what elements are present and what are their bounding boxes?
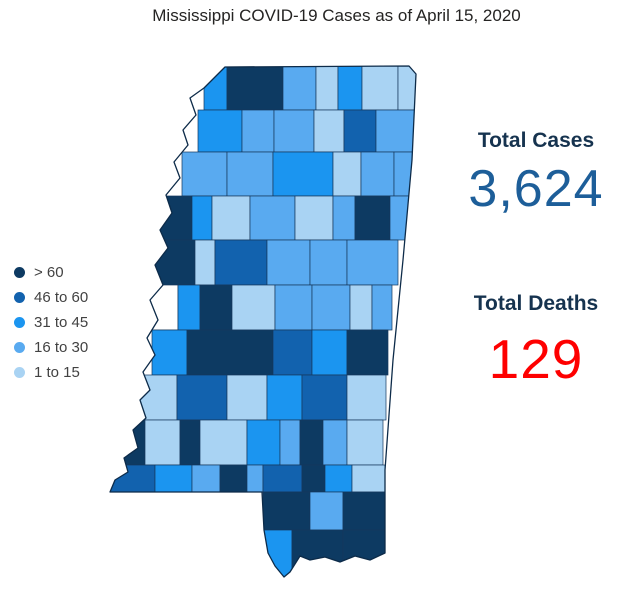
county-cell[interactable] — [349, 284, 373, 331]
page-title: Mississippi COVID-19 Cases as of April 1… — [152, 6, 521, 25]
legend-item-5[interactable]: 1 to 15 — [14, 363, 88, 381]
county-cell[interactable] — [309, 239, 348, 286]
legend-label: > 60 — [34, 263, 64, 281]
county-cell[interactable] — [246, 419, 281, 466]
legend-label: 16 to 30 — [34, 338, 89, 356]
county-cell[interactable] — [194, 239, 216, 286]
county-cell[interactable] — [311, 329, 348, 376]
county-cell[interactable] — [346, 419, 384, 466]
mississippi-choropleth-map[interactable] — [100, 58, 440, 588]
county-cell[interactable] — [279, 419, 301, 466]
county-cell[interactable] — [343, 109, 377, 153]
county-cell[interactable] — [272, 151, 334, 197]
county-cell[interactable] — [332, 151, 362, 197]
county-cell[interactable] — [301, 464, 326, 493]
county-cell[interactable] — [226, 374, 268, 421]
county-cell[interactable] — [309, 491, 344, 531]
county-cell[interactable] — [315, 66, 339, 111]
county-cell[interactable] — [181, 151, 228, 197]
legend-item-4[interactable]: 16 to 30 — [14, 338, 88, 356]
total-deaths-value: 129 — [488, 328, 584, 390]
county-cell[interactable] — [342, 491, 386, 531]
map-container — [100, 58, 440, 588]
total-deaths-label: Total Deaths — [473, 292, 599, 315]
county-cell[interactable] — [154, 464, 193, 493]
county-cell[interactable] — [332, 195, 356, 241]
county-cell[interactable] — [393, 151, 420, 197]
legend-label: 1 to 15 — [34, 363, 80, 381]
total-cases-label: Total Cases — [477, 129, 595, 152]
county-cell[interactable] — [144, 284, 179, 331]
county-cell[interactable] — [266, 374, 303, 421]
county-cell[interactable] — [199, 284, 233, 331]
state-outline — [109, 65, 417, 578]
legend: > 60 46 to 60 31 to 45 16 to 30 1 to 15 — [14, 263, 88, 388]
county-cell[interactable] — [299, 419, 324, 466]
legend-swatch-icon — [14, 366, 25, 378]
county-cell[interactable] — [226, 66, 284, 111]
county-cell[interactable] — [313, 109, 345, 153]
legend-label: 31 to 45 — [34, 313, 89, 331]
county-cell[interactable] — [294, 195, 334, 241]
county-cell[interactable] — [262, 491, 311, 531]
county-cell[interactable] — [176, 374, 228, 421]
county-cell[interactable] — [246, 464, 264, 493]
county-cell[interactable] — [272, 329, 313, 376]
county-cell[interactable] — [354, 195, 391, 241]
county-cell[interactable] — [177, 284, 201, 331]
county-cell[interactable] — [151, 329, 188, 376]
legend-swatch-icon — [14, 316, 25, 328]
county-cell[interactable] — [346, 374, 387, 421]
county-cell[interactable] — [117, 419, 146, 466]
county-cell[interactable] — [342, 529, 386, 577]
county-cell[interactable] — [361, 66, 399, 111]
county-cell[interactable] — [274, 284, 313, 331]
county-cell[interactable] — [219, 464, 248, 493]
county-cell[interactable] — [371, 284, 393, 331]
county-cell[interactable] — [351, 464, 386, 493]
kpi-panel: Total Cases 3,624 Total Deaths 129 — [450, 128, 622, 387]
county-cell[interactable] — [203, 66, 228, 111]
county-cell[interactable] — [273, 109, 315, 153]
county-cell[interactable] — [186, 329, 274, 376]
county-cell[interactable] — [346, 329, 389, 376]
county-cell[interactable] — [262, 464, 303, 493]
county-cell[interactable] — [389, 195, 416, 241]
county-cell[interactable] — [191, 195, 213, 241]
county-cell[interactable] — [301, 374, 348, 421]
county-cell[interactable] — [397, 66, 420, 111]
county-cell[interactable] — [249, 195, 296, 241]
county-cell[interactable] — [346, 239, 399, 286]
county-cell[interactable] — [179, 419, 201, 466]
county-cell[interactable] — [211, 195, 251, 241]
legend-item-1[interactable]: > 60 — [14, 263, 88, 281]
county-cell[interactable] — [199, 419, 248, 466]
county-cell[interactable] — [311, 284, 351, 331]
county-cell[interactable] — [322, 419, 348, 466]
county-cell[interactable] — [191, 464, 221, 493]
county-cell[interactable] — [197, 109, 243, 153]
county-cell[interactable] — [266, 239, 311, 286]
county-cell[interactable] — [214, 239, 268, 286]
legend-swatch-icon — [14, 291, 25, 303]
county-cell[interactable] — [291, 529, 344, 577]
legend-swatch-icon — [14, 266, 25, 278]
legend-swatch-icon — [14, 341, 25, 353]
county-cell[interactable] — [231, 284, 276, 331]
county-cell[interactable] — [139, 374, 178, 421]
county-cell[interactable] — [149, 195, 193, 241]
county-cell[interactable] — [337, 66, 363, 111]
county-cell[interactable] — [241, 109, 275, 153]
legend-item-3[interactable]: 31 to 45 — [14, 313, 88, 331]
total-cases-value: 3,624 — [468, 160, 604, 218]
county-cell[interactable] — [324, 464, 353, 493]
county-cell[interactable] — [282, 66, 317, 111]
county-cell[interactable] — [144, 419, 181, 466]
county-cell[interactable] — [226, 151, 274, 197]
county-cell[interactable] — [360, 151, 395, 197]
legend-item-2[interactable]: 46 to 60 — [14, 288, 88, 306]
county-cell[interactable] — [375, 109, 420, 153]
legend-label: 46 to 60 — [34, 288, 89, 306]
